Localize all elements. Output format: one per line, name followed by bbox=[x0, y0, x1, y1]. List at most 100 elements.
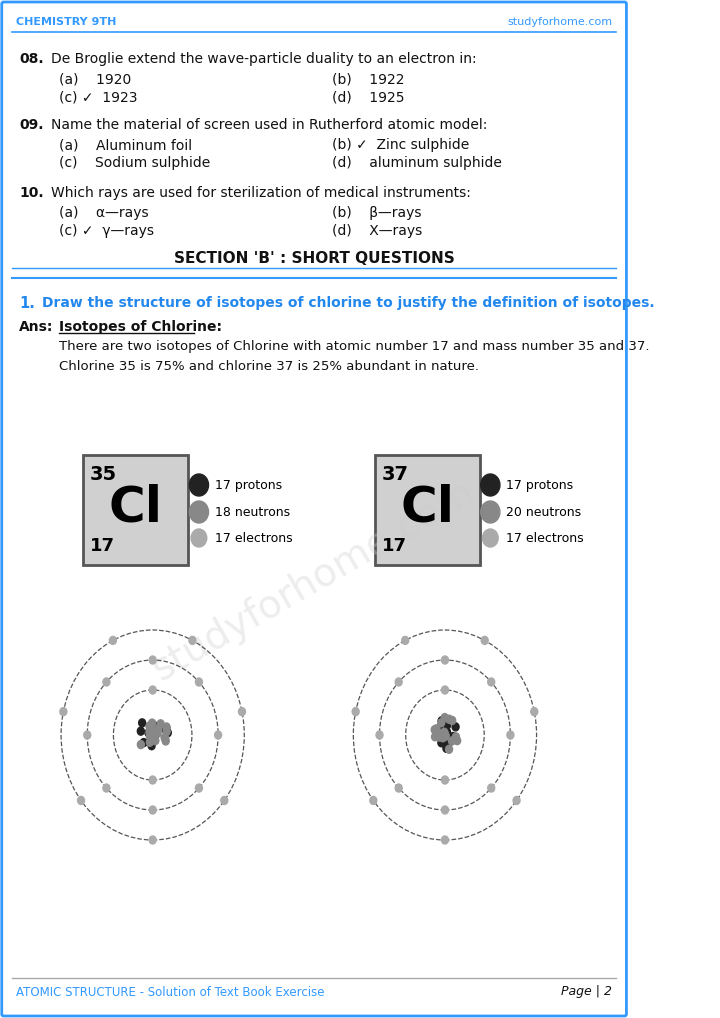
Circle shape bbox=[402, 636, 409, 644]
Circle shape bbox=[436, 725, 443, 733]
Circle shape bbox=[440, 730, 447, 738]
Text: (b)    β—rays: (b) β—rays bbox=[331, 206, 421, 220]
Circle shape bbox=[161, 734, 168, 742]
Circle shape bbox=[152, 737, 159, 744]
Circle shape bbox=[152, 722, 158, 730]
Circle shape bbox=[449, 733, 456, 740]
Circle shape bbox=[487, 678, 495, 686]
Circle shape bbox=[103, 678, 110, 686]
Text: 17 electrons: 17 electrons bbox=[215, 531, 292, 545]
Circle shape bbox=[147, 733, 154, 741]
Circle shape bbox=[152, 729, 159, 737]
Circle shape bbox=[161, 734, 168, 742]
Circle shape bbox=[148, 725, 155, 733]
Text: (a)    Aluminum foil: (a) Aluminum foil bbox=[59, 138, 192, 152]
Circle shape bbox=[438, 717, 445, 725]
Circle shape bbox=[149, 806, 156, 814]
Circle shape bbox=[154, 729, 161, 737]
Circle shape bbox=[452, 733, 459, 741]
Text: Ans:: Ans: bbox=[19, 320, 53, 334]
Circle shape bbox=[441, 714, 448, 722]
Circle shape bbox=[481, 636, 488, 644]
Circle shape bbox=[433, 725, 440, 733]
Circle shape bbox=[513, 796, 520, 804]
Text: 35: 35 bbox=[90, 465, 117, 484]
Text: Name the material of screen used in Rutherford atomic model:: Name the material of screen used in Ruth… bbox=[50, 118, 487, 132]
Text: (b)    1922: (b) 1922 bbox=[331, 72, 404, 86]
Circle shape bbox=[441, 731, 449, 739]
Circle shape bbox=[440, 731, 447, 739]
Circle shape bbox=[441, 731, 449, 739]
Text: 1.: 1. bbox=[19, 296, 35, 312]
Circle shape bbox=[454, 737, 461, 744]
Circle shape bbox=[441, 686, 449, 694]
Text: Cl: Cl bbox=[400, 484, 454, 532]
Circle shape bbox=[446, 745, 453, 753]
Circle shape bbox=[148, 742, 155, 749]
Text: 17 protons: 17 protons bbox=[215, 478, 282, 492]
Text: 37: 37 bbox=[382, 465, 409, 484]
Circle shape bbox=[441, 731, 448, 739]
Circle shape bbox=[452, 723, 459, 731]
Circle shape bbox=[441, 728, 448, 736]
Text: 18 neutrons: 18 neutrons bbox=[215, 506, 289, 518]
Circle shape bbox=[148, 719, 156, 727]
Text: 17 electrons: 17 electrons bbox=[506, 531, 584, 545]
Circle shape bbox=[138, 740, 144, 748]
Circle shape bbox=[238, 708, 246, 716]
Circle shape bbox=[446, 716, 453, 723]
Text: (c)    Sodium sulphide: (c) Sodium sulphide bbox=[59, 156, 210, 170]
FancyBboxPatch shape bbox=[83, 455, 188, 565]
Circle shape bbox=[441, 806, 449, 814]
Circle shape bbox=[507, 731, 514, 739]
Circle shape bbox=[163, 723, 170, 731]
Text: SECTION 'B' : SHORT QUESTIONS: SECTION 'B' : SHORT QUESTIONS bbox=[174, 250, 454, 266]
Circle shape bbox=[195, 784, 202, 792]
Circle shape bbox=[149, 656, 156, 664]
Circle shape bbox=[164, 729, 171, 737]
Text: studyforhome.com: studyforhome.com bbox=[146, 472, 482, 688]
Circle shape bbox=[149, 776, 156, 784]
Circle shape bbox=[376, 731, 383, 739]
Circle shape bbox=[431, 733, 438, 741]
Circle shape bbox=[189, 501, 209, 523]
Text: (d)    aluminum sulphide: (d) aluminum sulphide bbox=[331, 156, 501, 170]
Circle shape bbox=[155, 725, 162, 733]
Text: 09.: 09. bbox=[19, 118, 44, 132]
Circle shape bbox=[395, 678, 402, 686]
Text: 17 protons: 17 protons bbox=[506, 478, 573, 492]
Circle shape bbox=[438, 739, 445, 747]
Circle shape bbox=[441, 836, 449, 844]
Circle shape bbox=[441, 730, 448, 738]
Circle shape bbox=[438, 719, 445, 727]
Circle shape bbox=[146, 728, 153, 736]
Circle shape bbox=[481, 474, 500, 496]
Text: De Broglie extend the wave-particle duality to an electron in:: De Broglie extend the wave-particle dual… bbox=[50, 52, 476, 66]
Circle shape bbox=[481, 501, 500, 523]
Circle shape bbox=[215, 731, 222, 739]
Circle shape bbox=[148, 733, 155, 741]
Text: CHEMISTRY 9TH: CHEMISTRY 9TH bbox=[16, 17, 116, 27]
Circle shape bbox=[145, 729, 152, 737]
Circle shape bbox=[162, 737, 169, 745]
Circle shape bbox=[138, 727, 144, 735]
Circle shape bbox=[139, 719, 145, 727]
Text: Page | 2: Page | 2 bbox=[562, 985, 613, 999]
Circle shape bbox=[441, 732, 448, 740]
Circle shape bbox=[163, 728, 170, 735]
Circle shape bbox=[444, 722, 451, 729]
Circle shape bbox=[103, 784, 110, 792]
Circle shape bbox=[150, 728, 158, 736]
Text: 17: 17 bbox=[90, 538, 115, 555]
Text: ATOMIC STRUCTURE - Solution of Text Book Exercise: ATOMIC STRUCTURE - Solution of Text Book… bbox=[16, 985, 324, 999]
Circle shape bbox=[149, 836, 156, 844]
Circle shape bbox=[441, 731, 449, 739]
Circle shape bbox=[370, 796, 377, 804]
Circle shape bbox=[441, 732, 449, 739]
Circle shape bbox=[189, 474, 209, 496]
Circle shape bbox=[442, 732, 449, 740]
Circle shape bbox=[444, 728, 451, 736]
Circle shape bbox=[431, 726, 438, 734]
Circle shape bbox=[149, 686, 156, 694]
Circle shape bbox=[482, 529, 498, 547]
